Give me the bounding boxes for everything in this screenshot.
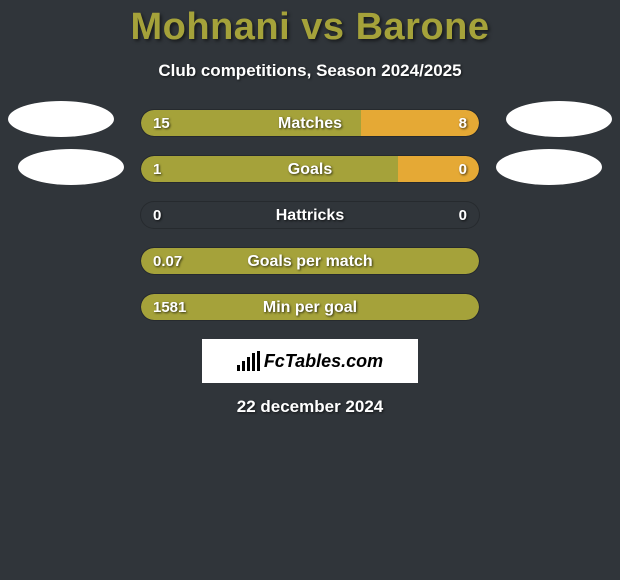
- stat-value-left: 0.07: [153, 248, 182, 275]
- stat-value-left: 1581: [153, 294, 186, 321]
- stat-bar: 10Goals: [140, 155, 480, 183]
- stat-value-right: 8: [459, 110, 467, 137]
- stat-row-goals: 10Goals: [0, 155, 620, 183]
- page-title: Mohnani vs Barone: [0, 0, 620, 49]
- stat-row-matches: 158Matches: [0, 109, 620, 137]
- fctables-logo[interactable]: FcTables.com: [202, 339, 418, 383]
- comparison-chart: 158Matches10Goals00Hattricks0.07Goals pe…: [0, 109, 620, 321]
- stat-label: Hattricks: [141, 202, 479, 229]
- date-label: 22 december 2024: [0, 397, 620, 417]
- stat-value-right: 0: [459, 202, 467, 229]
- stat-bar: 158Matches: [140, 109, 480, 137]
- stat-value-right: 0: [459, 156, 467, 183]
- stat-row-hattricks: 0 0Hattricks: [0, 201, 620, 229]
- stat-bar: 0 0Hattricks: [140, 201, 480, 229]
- stat-value-left: 15: [153, 110, 170, 137]
- stat-bar: 1581Min per goal: [140, 293, 480, 321]
- stat-bar: 0.07Goals per match: [140, 247, 480, 275]
- page-subtitle: Club competitions, Season 2024/2025: [0, 61, 620, 81]
- logo-bars-icon: [237, 351, 260, 371]
- logo-text: FcTables.com: [264, 351, 383, 372]
- stat-value-left: 1: [153, 156, 161, 183]
- stat-row-min-per-goal: 1581Min per goal: [0, 293, 620, 321]
- stat-value-left: 0: [153, 202, 161, 229]
- stat-row-goals-per-match: 0.07Goals per match: [0, 247, 620, 275]
